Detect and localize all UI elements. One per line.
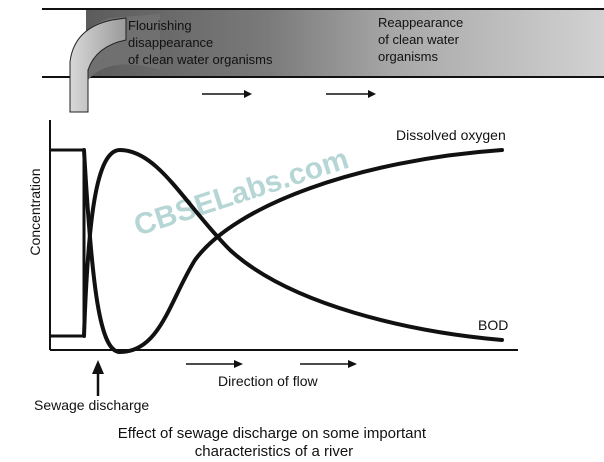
dissolved-oxygen-label: Dissolved oxygen bbox=[396, 127, 506, 143]
direction-of-flow-label: Direction of flow bbox=[218, 373, 318, 389]
banner-right-line-3: organisms bbox=[378, 49, 438, 64]
watermark-text: CBSELabs.com bbox=[130, 142, 353, 242]
y-axis-label: Concentration bbox=[27, 168, 43, 255]
river-water bbox=[86, 10, 604, 76]
river-banner: Flourishing disappearance of clean water… bbox=[42, 8, 604, 113]
banner-flow-arrow-1 bbox=[202, 90, 252, 98]
banner-text-right: Reappearance of clean water organisms bbox=[378, 15, 467, 64]
banner-text-left: Flourishing disappearance of clean water… bbox=[128, 18, 273, 67]
banner-right-line-1: Reappearance bbox=[378, 15, 463, 30]
caption-line-1: Effect of sewage discharge on some impor… bbox=[118, 425, 427, 442]
bod-curve bbox=[82, 147, 504, 342]
sewage-discharge-label: Sewage discharge bbox=[34, 397, 149, 413]
caption: Effect of sewage discharge on some impor… bbox=[118, 425, 430, 460]
banner-flow-arrow-2 bbox=[326, 90, 376, 98]
caption-line-2: characteristics of a river bbox=[195, 443, 353, 460]
banner-left-line-3: of clean water organisms bbox=[128, 52, 273, 67]
dissolved-oxygen-curve bbox=[82, 148, 504, 355]
graph-flow-arrow bbox=[186, 360, 243, 368]
banner-right-line-2: of clean water bbox=[378, 32, 460, 47]
sewage-pipe bbox=[69, 17, 127, 113]
discharge-pulse bbox=[50, 148, 86, 338]
graph-flow-arrow-2 bbox=[300, 360, 357, 368]
discharge-arrow bbox=[92, 360, 104, 396]
banner-left-line-2: disappearance bbox=[128, 35, 213, 50]
graph: Concentration Dissolved oxygen BOD Direc… bbox=[27, 120, 518, 413]
bod-label: BOD bbox=[478, 317, 508, 333]
banner-left-line-1: Flourishing bbox=[128, 18, 192, 33]
